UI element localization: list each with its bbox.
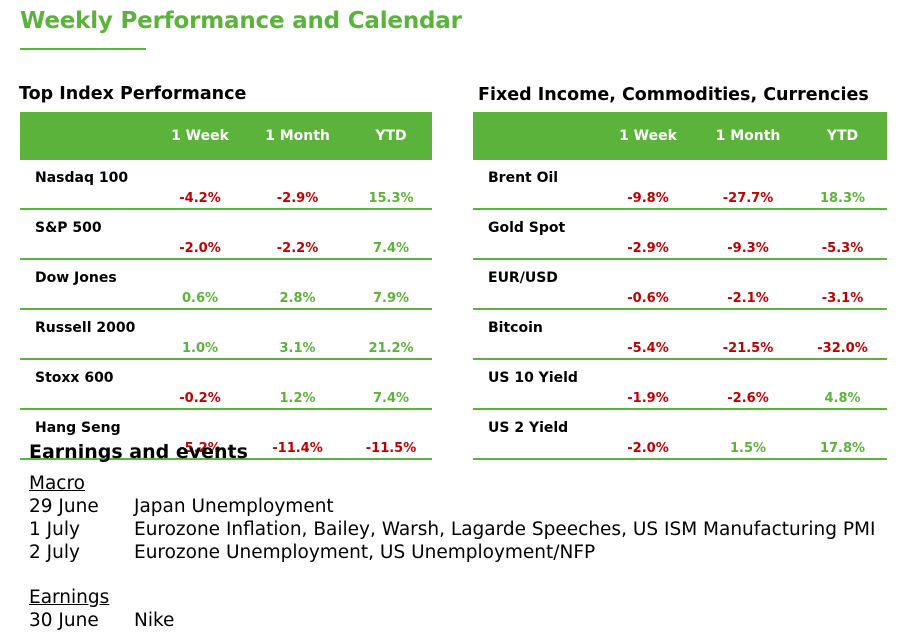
table-header-row: 1 Week 1 Month YTD [473, 112, 887, 160]
table-row: Nasdaq 100 -4.2% -2.9% 15.3% [20, 160, 432, 210]
fixed-table-title: Fixed Income, Commodities, Currencies [478, 85, 869, 105]
week-value: -2.0% [155, 209, 245, 260]
table-row: EUR/USD -0.6% -2.1% -3.1% [473, 259, 887, 310]
table-row: US 10 Yield -1.9% -2.6% 4.8% [473, 359, 887, 410]
week-value: -0.6% [598, 259, 698, 310]
week-value: -5.2% [155, 409, 245, 460]
event-date: 30 June [29, 610, 99, 631]
fixed-income-table: 1 Week 1 Month YTD Brent Oil -9.8% -27.7% 1… [473, 112, 887, 460]
table-row: S&P 500 -2.0% -2.2% 7.4% [20, 209, 432, 260]
ytd-value: 7.9% [350, 259, 432, 310]
ytd-value: 15.3% [350, 160, 432, 210]
row-name: Gold Spot [473, 209, 598, 260]
header-month: 1 Month [245, 112, 350, 160]
week-value: -0.2% [155, 359, 245, 410]
ytd-value: 7.4% [350, 209, 432, 260]
ytd-value: 18.3% [798, 160, 887, 210]
earnings-heading: Earnings [29, 587, 110, 608]
month-value: 3.1% [245, 309, 350, 360]
header-ytd: YTD [798, 112, 887, 160]
header-name [473, 112, 598, 160]
row-name: Bitcoin [473, 309, 598, 360]
table-row: Bitcoin -5.4% -21.5% -32.0% [473, 309, 887, 360]
table-row: Dow Jones 0.6% 2.8% 7.9% [20, 259, 432, 310]
month-value: -2.1% [698, 259, 798, 310]
event-text: Eurozone Inflation, Bailey, Warsh, Lagar… [134, 519, 876, 540]
month-value: -2.2% [245, 209, 350, 260]
row-name: Stoxx 600 [20, 359, 155, 410]
table-row: US 2 Yield -2.0% 1.5% 17.8% [473, 409, 887, 460]
week-value: -4.2% [155, 160, 245, 210]
week-value: 0.6% [155, 259, 245, 310]
row-name: Nasdaq 100 [20, 160, 155, 210]
page-title: Weekly Performance and Calendar [20, 8, 462, 34]
month-value: 2.8% [245, 259, 350, 310]
index-table-title: Top Index Performance [19, 84, 247, 104]
row-name: Hang Seng [20, 409, 155, 460]
week-value: -2.0% [598, 409, 698, 460]
ytd-value: -11.5% [350, 409, 432, 460]
week-value: -9.8% [598, 160, 698, 210]
event-date: 29 June [29, 496, 99, 517]
table-row: Gold Spot -2.9% -9.3% -5.3% [473, 209, 887, 260]
list-item: 1 July Eurozone Inflation, Bailey, Warsh… [29, 518, 875, 541]
spacer [29, 564, 875, 586]
index-performance-table: 1 Week 1 Month YTD Nasdaq 100 -4.2% -2.9% 1… [20, 112, 432, 460]
list-item: 30 June Nike [29, 609, 875, 632]
header-week: 1 Week [598, 112, 698, 160]
row-name: S&P 500 [20, 209, 155, 260]
week-value: -5.4% [598, 309, 698, 360]
list-item: 29 June Japan Unemployment [29, 495, 875, 518]
row-name: Dow Jones [20, 259, 155, 310]
table-row: Brent Oil -9.8% -27.7% 18.3% [473, 160, 887, 210]
month-value: -2.9% [245, 160, 350, 210]
row-name: EUR/USD [473, 259, 598, 310]
list-item: 2 July Eurozone Unemployment, US Unemplo… [29, 541, 875, 564]
month-value: 1.5% [698, 409, 798, 460]
month-value: -9.3% [698, 209, 798, 260]
earnings-events-title: Earnings and events [29, 441, 248, 463]
header-month: 1 Month [698, 112, 798, 160]
table-row: Russell 2000 1.0% 3.1% 21.2% [20, 309, 432, 360]
row-name: Brent Oil [473, 160, 598, 210]
macro-heading: Macro [29, 473, 85, 494]
ytd-value: -5.3% [798, 209, 887, 260]
ytd-value: -32.0% [798, 309, 887, 360]
ytd-value: 21.2% [350, 309, 432, 360]
week-value: 1.0% [155, 309, 245, 360]
month-value: -2.6% [698, 359, 798, 410]
table-row: Hang Seng -5.2% -11.4% -11.5% [20, 409, 432, 460]
event-date: 1 July [29, 519, 80, 540]
month-value: -27.7% [698, 160, 798, 210]
month-value: 1.2% [245, 359, 350, 410]
header-name [20, 112, 155, 160]
event-text: Japan Unemployment [134, 496, 334, 517]
ytd-value: 17.8% [798, 409, 887, 460]
row-name: Russell 2000 [20, 309, 155, 360]
events-list: Macro 29 June Japan Unemployment 1 July … [29, 472, 875, 632]
ytd-value: -3.1% [798, 259, 887, 310]
ytd-value: 4.8% [798, 359, 887, 410]
week-value: -2.9% [598, 209, 698, 260]
table-header-row: 1 Week 1 Month YTD [20, 112, 432, 160]
ytd-value: 7.4% [350, 359, 432, 410]
week-value: -1.9% [598, 359, 698, 410]
table-row: Stoxx 600 -0.2% 1.2% 7.4% [20, 359, 432, 410]
header-ytd: YTD [350, 112, 432, 160]
header-week: 1 Week [155, 112, 245, 160]
month-value: -21.5% [698, 309, 798, 360]
title-underline [20, 48, 146, 50]
event-text: Nike [134, 610, 175, 631]
row-name: US 2 Yield [473, 409, 598, 460]
row-name: US 10 Yield [473, 359, 598, 410]
event-text: Eurozone Unemployment, US Unemployment/N… [134, 542, 596, 563]
month-value: -11.4% [245, 409, 350, 460]
event-date: 2 July [29, 542, 80, 563]
